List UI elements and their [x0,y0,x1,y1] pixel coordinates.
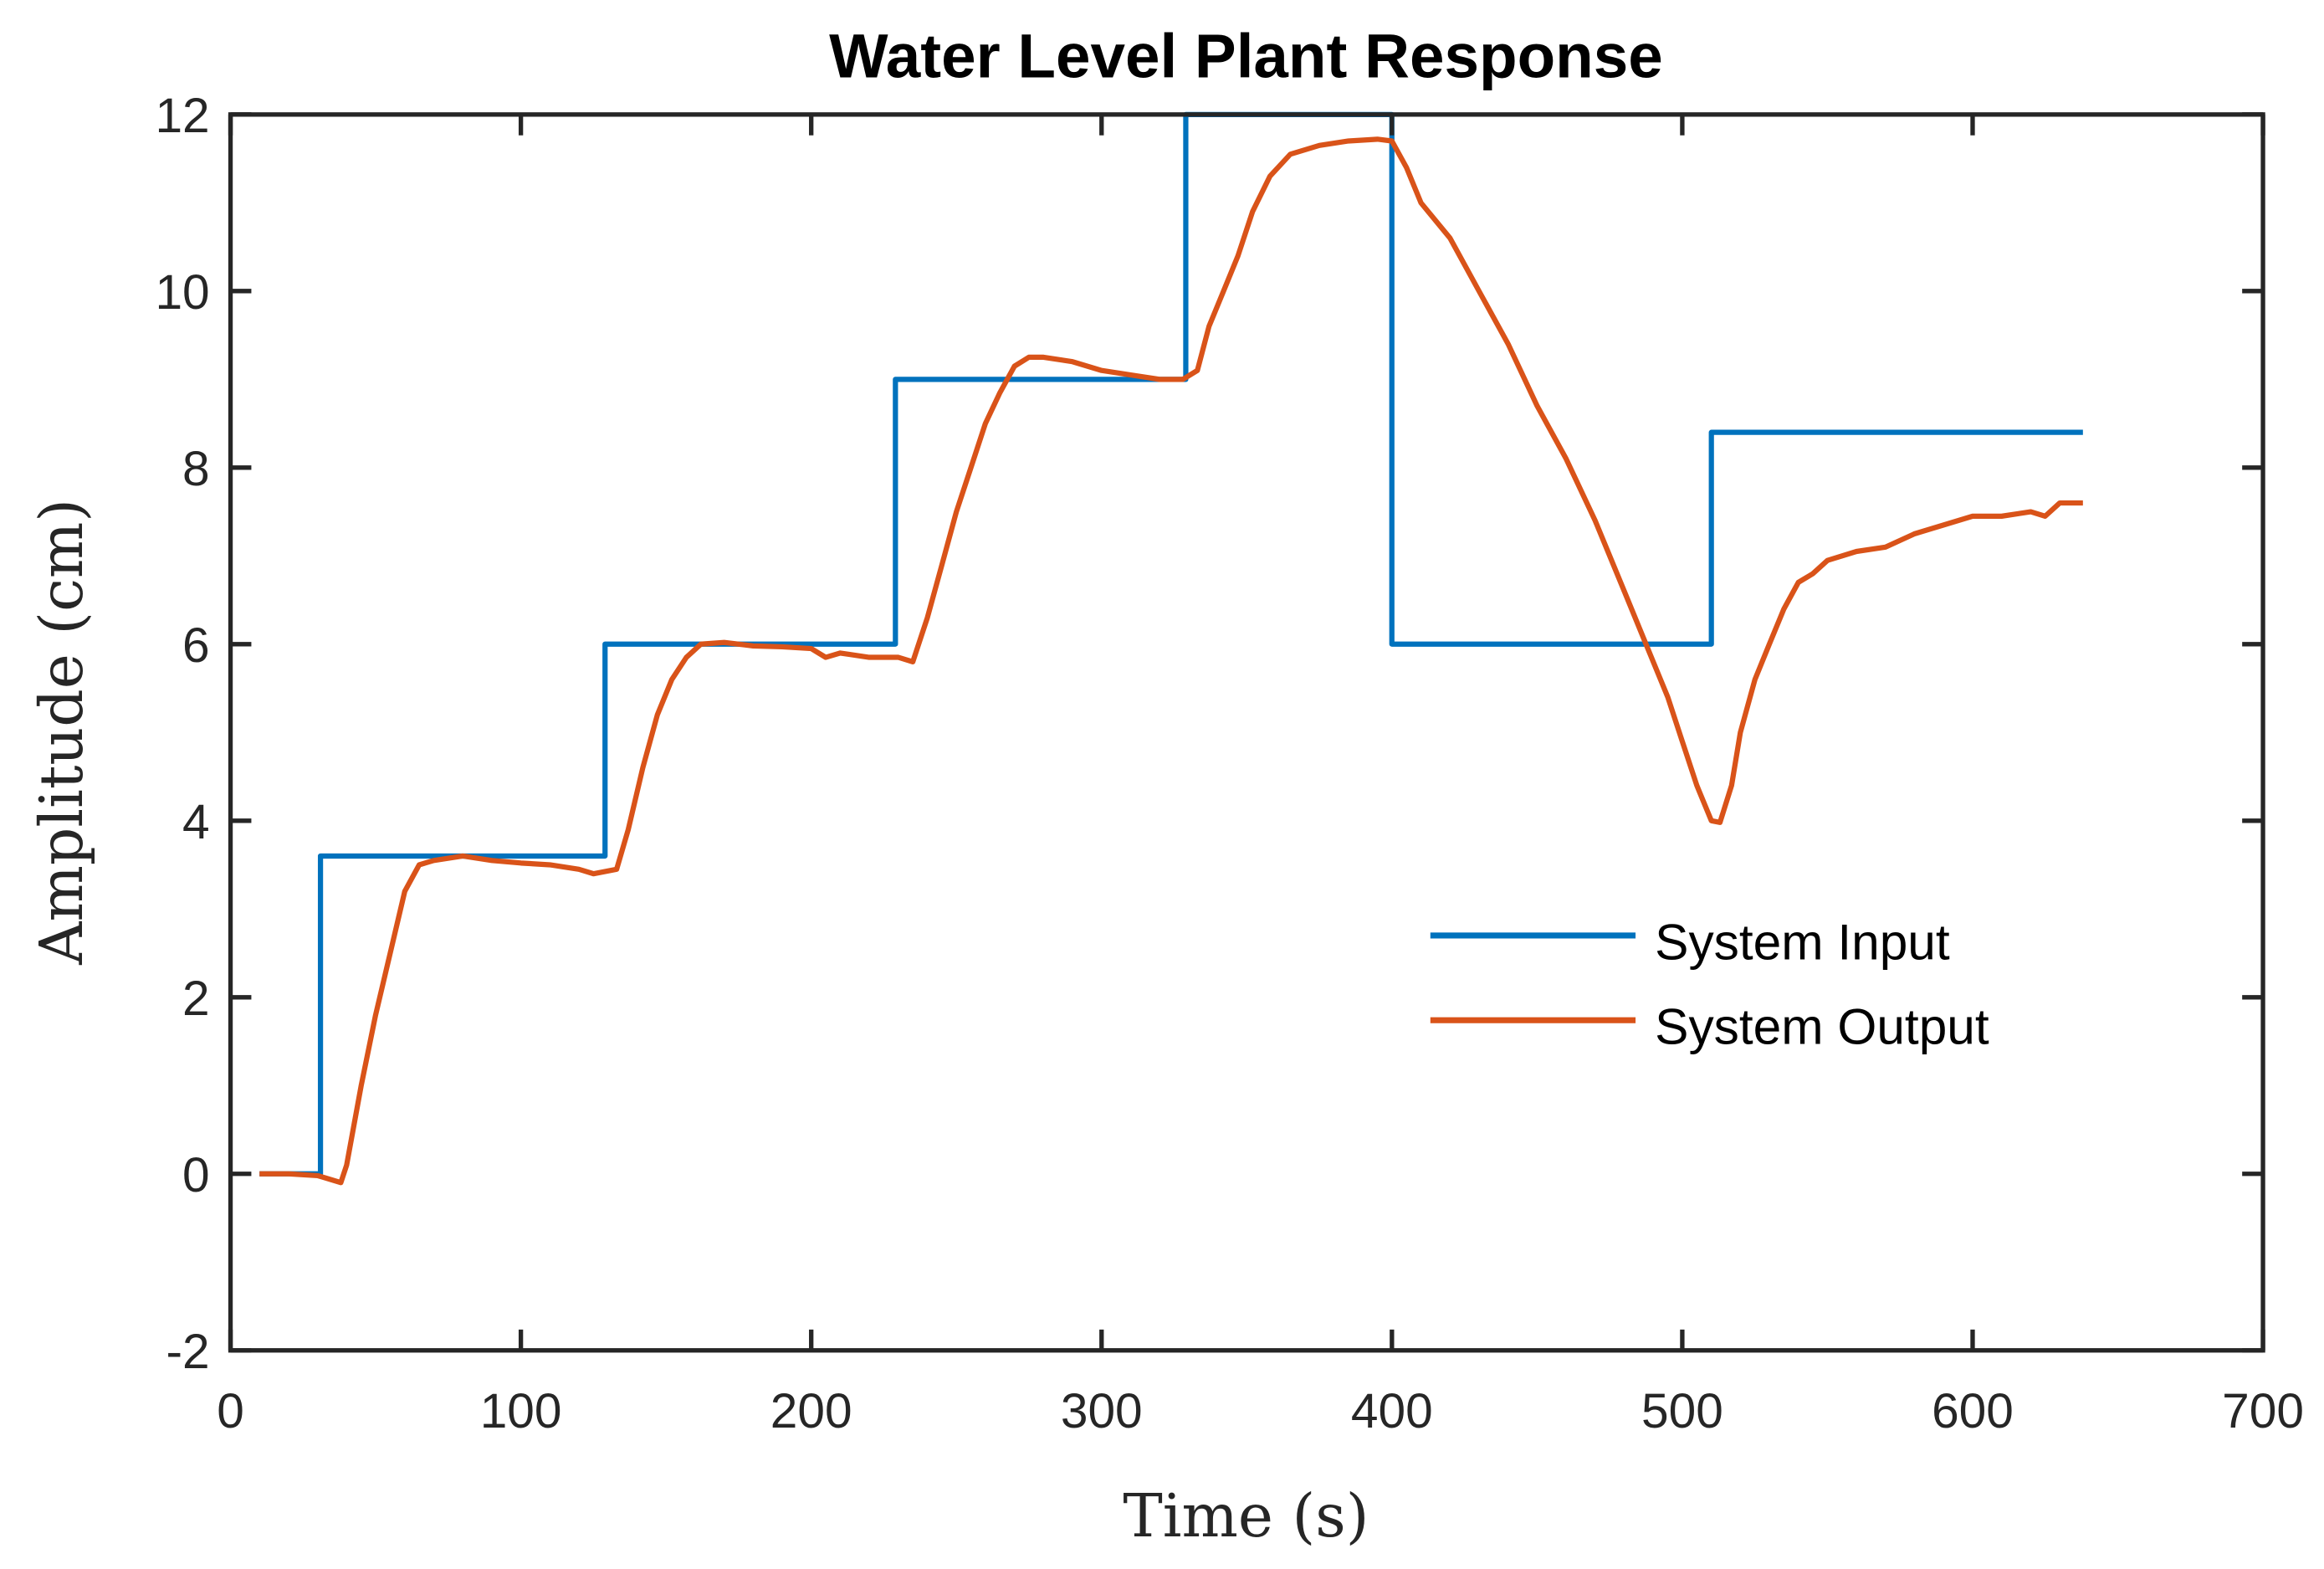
chart-title: Water Level Plant Response [829,20,1663,90]
x-tick-label: 500 [1641,1384,1723,1438]
series-line-system-input [259,111,2083,1177]
plot-area [259,111,2083,1186]
y-tick-label: 0 [182,1148,210,1202]
y-tick-label: 12 [155,89,209,143]
x-tick-label: 400 [1351,1384,1433,1438]
legend-label-input: System Input [1655,913,1950,970]
x-tick-label: 300 [1061,1384,1143,1438]
y-tick-label: 2 [182,972,210,1026]
x-tick-label: 100 [480,1384,562,1438]
axes-box [228,112,2265,1353]
y-tick-label: 8 [182,442,210,496]
x-tick-label: 700 [2222,1384,2304,1438]
series-line-system-output [259,136,2083,1186]
y-tick-label: -2 [166,1325,210,1379]
x-axis-label: Time (s) [1123,1481,1369,1551]
x-tick-label: 600 [1932,1384,2014,1438]
x-tick-label: 200 [770,1384,852,1438]
x-tick-label: 0 [217,1384,244,1438]
y-axis-label: Amplitude (cm) [27,499,96,966]
legend: System Input System Output [1430,913,1989,1055]
y-tick-label: 4 [182,795,210,849]
y-tick-label: 10 [155,265,209,320]
y-tick-label: 6 [182,618,210,673]
legend-label-output: System Output [1655,998,1989,1055]
